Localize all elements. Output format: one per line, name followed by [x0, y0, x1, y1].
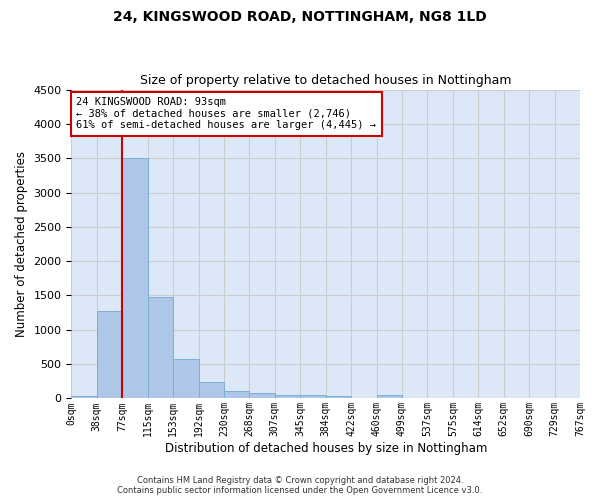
X-axis label: Distribution of detached houses by size in Nottingham: Distribution of detached houses by size … — [164, 442, 487, 455]
Bar — [199, 382, 224, 398]
Text: 24 KINGSWOOD ROAD: 93sqm
← 38% of detached houses are smaller (2,746)
61% of sem: 24 KINGSWOOD ROAD: 93sqm ← 38% of detach… — [76, 98, 376, 130]
Bar — [250, 393, 275, 398]
Text: 24, KINGSWOOD ROAD, NOTTINGHAM, NG8 1LD: 24, KINGSWOOD ROAD, NOTTINGHAM, NG8 1LD — [113, 10, 487, 24]
Bar — [275, 394, 300, 398]
Bar — [148, 297, 173, 398]
Bar — [71, 396, 97, 398]
Y-axis label: Number of detached properties: Number of detached properties — [15, 151, 28, 337]
Bar — [224, 390, 250, 398]
Title: Size of property relative to detached houses in Nottingham: Size of property relative to detached ho… — [140, 74, 511, 87]
Bar — [300, 396, 326, 398]
Bar — [173, 359, 199, 399]
Bar — [122, 158, 148, 398]
Text: Contains HM Land Registry data © Crown copyright and database right 2024.
Contai: Contains HM Land Registry data © Crown c… — [118, 476, 482, 495]
Bar — [377, 396, 402, 398]
Bar — [326, 396, 351, 398]
Bar — [97, 310, 122, 398]
